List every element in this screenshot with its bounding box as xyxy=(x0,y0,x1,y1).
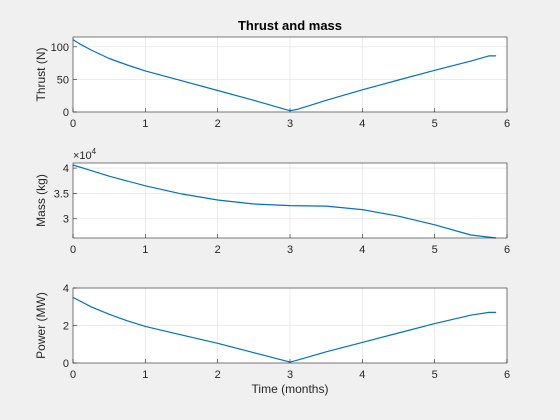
x-axis-label: Time (months) xyxy=(252,382,329,396)
mass-panel: 0 1 2 3 4 5 633.54 ×104 Mass (kg) xyxy=(34,147,510,256)
power-x-tick-label: 3 xyxy=(287,369,293,381)
thrust-y-tick-label: 50 xyxy=(57,74,69,86)
power-series-line xyxy=(72,296,497,363)
mass-x-tick-label: 3 xyxy=(287,244,293,256)
mass-x-tick-label: 2 xyxy=(215,244,221,256)
thrust-x-tick-label: 0 xyxy=(70,118,76,130)
mass-exponent-base: ×10 xyxy=(73,150,92,162)
mass-x-tick-label: 4 xyxy=(359,244,365,256)
thrust-y-tick-label: 100 xyxy=(51,42,69,54)
mass-exponent-power: 4 xyxy=(92,147,97,156)
mass-ticks: 0 1 2 3 4 5 6 3 3.5 4 xyxy=(54,163,510,256)
power-y-tick-label: 0 xyxy=(63,358,69,370)
mass-line-layer xyxy=(72,164,497,239)
power-x-tick-label: 1 xyxy=(142,369,148,381)
power-x-tick-label: 6 xyxy=(504,369,510,381)
mass-x-tick-label: 6 xyxy=(504,244,510,256)
mass-y-axis-label: Mass (kg) xyxy=(34,174,48,227)
thrust-x-tick-label: 5 xyxy=(432,118,438,130)
thrust-x-tick-label: 6 xyxy=(504,118,510,130)
thrust-x-tick-label: 4 xyxy=(359,118,365,130)
power-ticks: 0 1 2 3 4 5 6 0 2 4 xyxy=(63,283,510,381)
mass-x-tick-label: 5 xyxy=(432,244,438,256)
power-y-tick-label: 4 xyxy=(63,283,69,295)
power-panel: 0 1 2 3 4 5 6 0 2 4 Time (months) Power (MW) xyxy=(34,283,510,396)
thrust-panel: 0 1 2 3 4 5 6 0 50 100 Thrust and mass Thrust (N) xyxy=(34,18,510,130)
power-x-tick-label: 4 xyxy=(359,369,365,381)
mass-x-tick-label: 0 xyxy=(70,244,76,256)
thrust-x-tick-label: 2 xyxy=(215,118,221,130)
power-y-axis-label: Power (MW) xyxy=(34,292,48,359)
thrust-ticks: 0 1 2 3 4 5 6 0 50 100 xyxy=(51,42,510,130)
mass-y-tick-label: 3 xyxy=(63,214,69,226)
power-x-tick-label: 2 xyxy=(215,369,221,381)
power-x-tick-label: 0 xyxy=(70,369,76,381)
mass-y-tick-label: 3.5 xyxy=(54,188,69,200)
thrust-x-tick-label: 1 xyxy=(142,118,148,130)
mass-y-tick-label: 4 xyxy=(63,163,69,175)
chart-title: Thrust and mass xyxy=(238,18,342,33)
power-y-tick-label: 2 xyxy=(63,321,69,333)
thrust-y-axis-label: Thrust (N) xyxy=(34,47,48,101)
power-line-layer xyxy=(72,296,497,363)
thrust-x-tick-label: 3 xyxy=(287,118,293,130)
mass-exponent-label: ×104 xyxy=(73,147,97,162)
thrust-line-layer xyxy=(72,39,497,112)
thrust-series-line xyxy=(72,39,497,112)
power-x-tick-label: 5 xyxy=(432,369,438,381)
mass-x-tick-label: 1 xyxy=(142,244,148,256)
mass-series-line xyxy=(72,164,497,239)
thrust-y-tick-label: 0 xyxy=(63,107,69,119)
